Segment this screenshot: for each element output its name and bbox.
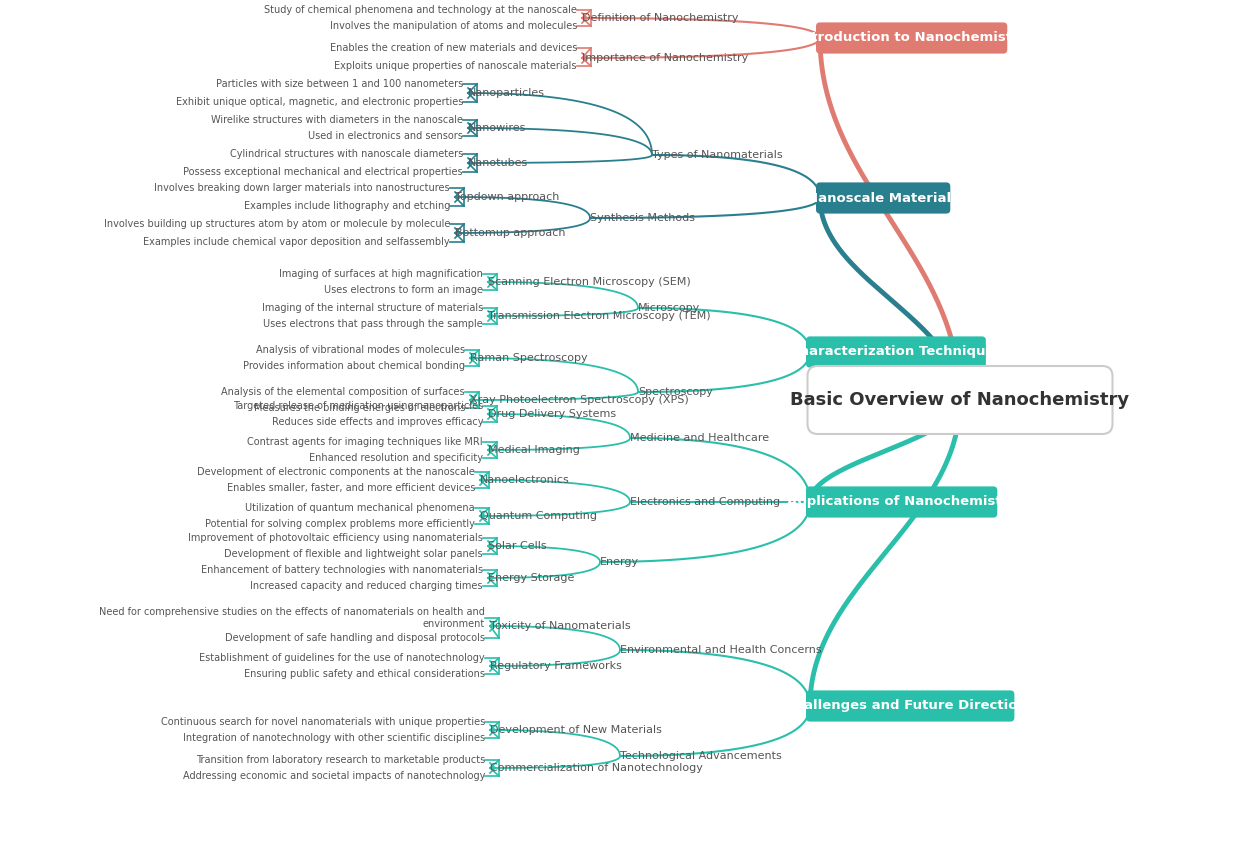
Text: Scanning Electron Microscopy (SEM): Scanning Electron Microscopy (SEM) bbox=[489, 277, 691, 287]
Text: Development of flexible and lightweight solar panels: Development of flexible and lightweight … bbox=[224, 549, 484, 559]
Text: Nanoscale Materials: Nanoscale Materials bbox=[807, 192, 960, 204]
FancyBboxPatch shape bbox=[806, 690, 1014, 722]
Text: Addressing economic and societal impacts of nanotechnology: Addressing economic and societal impacts… bbox=[182, 771, 485, 781]
Text: Used in electronics and sensors: Used in electronics and sensors bbox=[308, 131, 463, 141]
Text: Nanotubes: Nanotubes bbox=[467, 158, 528, 168]
FancyBboxPatch shape bbox=[806, 337, 986, 368]
Text: Exhibit unique optical, magnetic, and electronic properties: Exhibit unique optical, magnetic, and el… bbox=[176, 97, 463, 107]
Text: Potential for solving complex problems more efficiently: Potential for solving complex problems m… bbox=[205, 519, 475, 529]
Text: Transmission Electron Microscopy (TEM): Transmission Electron Microscopy (TEM) bbox=[489, 311, 711, 321]
Text: Development of safe handling and disposal protocols: Development of safe handling and disposa… bbox=[224, 633, 485, 643]
Text: Establishment of guidelines for the use of nanotechnology: Establishment of guidelines for the use … bbox=[200, 653, 485, 663]
Text: Synthesis Methods: Synthesis Methods bbox=[590, 213, 694, 223]
Text: Uses electrons that pass through the sample: Uses electrons that pass through the sam… bbox=[263, 319, 484, 329]
Text: Imaging of surfaces at high magnification: Imaging of surfaces at high magnificatio… bbox=[279, 269, 484, 279]
Text: Enhanced resolution and specificity: Enhanced resolution and specificity bbox=[309, 453, 484, 463]
Text: Commercialization of Nanotechnology: Commercialization of Nanotechnology bbox=[490, 763, 703, 773]
Text: Electronics and Computing: Electronics and Computing bbox=[630, 497, 780, 507]
Text: Integration of nanotechnology with other scientific disciplines: Integration of nanotechnology with other… bbox=[182, 733, 485, 743]
Text: Xray Photoelectron Spectroscopy (XPS): Xray Photoelectron Spectroscopy (XPS) bbox=[470, 395, 688, 405]
Text: Solar Cells: Solar Cells bbox=[489, 541, 547, 551]
FancyBboxPatch shape bbox=[816, 182, 950, 214]
Text: Particles with size between 1 and 100 nanometers: Particles with size between 1 and 100 na… bbox=[216, 79, 463, 89]
Text: Enables smaller, faster, and more efficient devices: Enables smaller, faster, and more effici… bbox=[227, 483, 475, 493]
Text: Need for comprehensive studies on the effects of nanomaterials on health and: Need for comprehensive studies on the ef… bbox=[99, 607, 485, 617]
Text: Medical Imaging: Medical Imaging bbox=[489, 445, 580, 455]
Text: Technological Advancements: Technological Advancements bbox=[620, 751, 781, 761]
Text: Spectroscopy: Spectroscopy bbox=[639, 387, 713, 397]
Text: Energy Storage: Energy Storage bbox=[489, 573, 574, 583]
Text: Nanowires: Nanowires bbox=[467, 123, 526, 133]
Text: Types of Nanomaterials: Types of Nanomaterials bbox=[652, 150, 782, 160]
Text: Examples include chemical vapor deposition and selfassembly: Examples include chemical vapor depositi… bbox=[144, 237, 450, 247]
Text: Wirelike structures with diameters in the nanoscale: Wirelike structures with diameters in th… bbox=[211, 115, 463, 125]
Text: Involves breaking down larger materials into nanostructures: Involves breaking down larger materials … bbox=[154, 183, 450, 193]
Text: Characterization Techniques: Characterization Techniques bbox=[790, 345, 1002, 359]
Text: environment: environment bbox=[423, 619, 485, 629]
Text: Microscopy: Microscopy bbox=[639, 303, 701, 313]
Text: Study of chemical phenomena and technology at the nanoscale: Study of chemical phenomena and technolo… bbox=[264, 5, 577, 15]
Text: Regulatory Frameworks: Regulatory Frameworks bbox=[490, 661, 622, 671]
Text: Toxicity of Nanomaterials: Toxicity of Nanomaterials bbox=[490, 621, 631, 631]
Text: Increased capacity and reduced charging times: Increased capacity and reduced charging … bbox=[250, 581, 484, 591]
Text: Measures the binding energies of electrons: Measures the binding energies of electro… bbox=[254, 403, 465, 413]
FancyBboxPatch shape bbox=[807, 366, 1112, 434]
Text: Reduces side effects and improves efficacy: Reduces side effects and improves effica… bbox=[272, 417, 484, 427]
Text: Introduction to Nanochemistry: Introduction to Nanochemistry bbox=[796, 31, 1027, 45]
Text: Imaging of the internal structure of materials: Imaging of the internal structure of mat… bbox=[262, 303, 484, 313]
Text: Enables the creation of new materials and devices: Enables the creation of new materials an… bbox=[330, 43, 577, 53]
Text: Enhancement of battery technologies with nanomaterials: Enhancement of battery technologies with… bbox=[201, 565, 484, 575]
FancyBboxPatch shape bbox=[806, 486, 997, 517]
FancyBboxPatch shape bbox=[816, 23, 1007, 54]
Text: Quantum Computing: Quantum Computing bbox=[480, 511, 596, 521]
Text: Transition from laboratory research to marketable products: Transition from laboratory research to m… bbox=[196, 755, 485, 765]
Text: Bottomup approach: Bottomup approach bbox=[455, 228, 565, 238]
Text: Challenges and Future Directions: Challenges and Future Directions bbox=[785, 700, 1035, 712]
Text: Nanoelectronics: Nanoelectronics bbox=[480, 475, 569, 485]
Text: Energy: Energy bbox=[600, 557, 639, 567]
Text: Importance of Nanochemistry: Importance of Nanochemistry bbox=[582, 53, 748, 63]
Text: Uses electrons to form an image: Uses electrons to form an image bbox=[324, 285, 484, 295]
Text: Provides information about chemical bonding: Provides information about chemical bond… bbox=[243, 361, 465, 371]
Text: Possess exceptional mechanical and electrical properties: Possess exceptional mechanical and elect… bbox=[184, 167, 463, 177]
Text: Ensuring public safety and ethical considerations: Ensuring public safety and ethical consi… bbox=[244, 669, 485, 679]
Text: Basic Overview of Nanochemistry: Basic Overview of Nanochemistry bbox=[790, 391, 1130, 409]
Text: Nanoparticles: Nanoparticles bbox=[467, 88, 546, 98]
Text: Targeted release of medication using nanoparticles: Targeted release of medication using nan… bbox=[233, 401, 484, 411]
Text: Environmental and Health Concerns: Environmental and Health Concerns bbox=[620, 645, 822, 655]
Text: Cylindrical structures with nanoscale diameters: Cylindrical structures with nanoscale di… bbox=[229, 149, 463, 159]
Text: Examples include lithography and etching: Examples include lithography and etching bbox=[243, 201, 450, 211]
Text: Development of electronic components at the nanoscale: Development of electronic components at … bbox=[197, 467, 475, 477]
Text: Exploits unique properties of nanoscale materials: Exploits unique properties of nanoscale … bbox=[335, 61, 577, 71]
Text: Involves the manipulation of atoms and molecules: Involves the manipulation of atoms and m… bbox=[330, 21, 577, 31]
Text: Applications of Nanochemistry: Applications of Nanochemistry bbox=[786, 495, 1017, 508]
Text: Drug Delivery Systems: Drug Delivery Systems bbox=[489, 409, 616, 419]
Text: Utilization of quantum mechanical phenomena: Utilization of quantum mechanical phenom… bbox=[246, 503, 475, 513]
Text: Analysis of the elemental composition of surfaces: Analysis of the elemental composition of… bbox=[222, 387, 465, 397]
Text: Analysis of vibrational modes of molecules: Analysis of vibrational modes of molecul… bbox=[255, 345, 465, 355]
Text: Involves building up structures atom by atom or molecule by molecule: Involves building up structures atom by … bbox=[104, 219, 450, 229]
Text: Raman Spectroscopy: Raman Spectroscopy bbox=[470, 353, 588, 363]
Text: Topdown approach: Topdown approach bbox=[455, 192, 559, 202]
Text: Improvement of photovoltaic efficiency using nanomaterials: Improvement of photovoltaic efficiency u… bbox=[188, 533, 484, 543]
Text: Medicine and Healthcare: Medicine and Healthcare bbox=[630, 433, 769, 443]
Text: Continuous search for novel nanomaterials with unique properties: Continuous search for novel nanomaterial… bbox=[161, 717, 485, 727]
Text: Development of New Materials: Development of New Materials bbox=[490, 725, 662, 735]
Text: Definition of Nanochemistry: Definition of Nanochemistry bbox=[582, 13, 739, 23]
Text: Contrast agents for imaging techniques like MRI: Contrast agents for imaging techniques l… bbox=[247, 437, 484, 447]
